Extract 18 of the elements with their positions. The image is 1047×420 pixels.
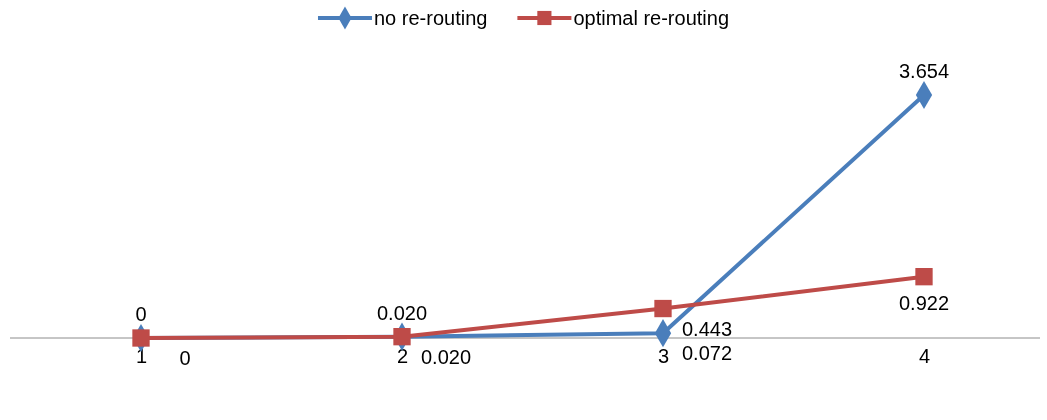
point	[915, 268, 933, 286]
point	[654, 299, 672, 318]
legend-label: optimal re-routing	[573, 7, 730, 29]
data-label: 0.922	[898, 291, 950, 314]
data-label: 3.654	[898, 60, 950, 82]
data-label: 0.443	[681, 317, 733, 340]
x-tick-label: 1	[135, 345, 148, 367]
x-tick-label: 2	[396, 345, 409, 367]
point	[132, 329, 150, 347]
data-label: 0.020	[420, 345, 472, 368]
x-tick-label: 3	[657, 345, 670, 367]
x-tick-label: 4	[918, 345, 931, 367]
data-label: 0	[135, 303, 147, 325]
data-label: 0	[179, 347, 191, 369]
point	[393, 328, 411, 346]
legend-label: no re-routing	[373, 7, 488, 29]
data-label: 0.072	[681, 342, 733, 365]
data-label: 0.020	[376, 301, 428, 324]
